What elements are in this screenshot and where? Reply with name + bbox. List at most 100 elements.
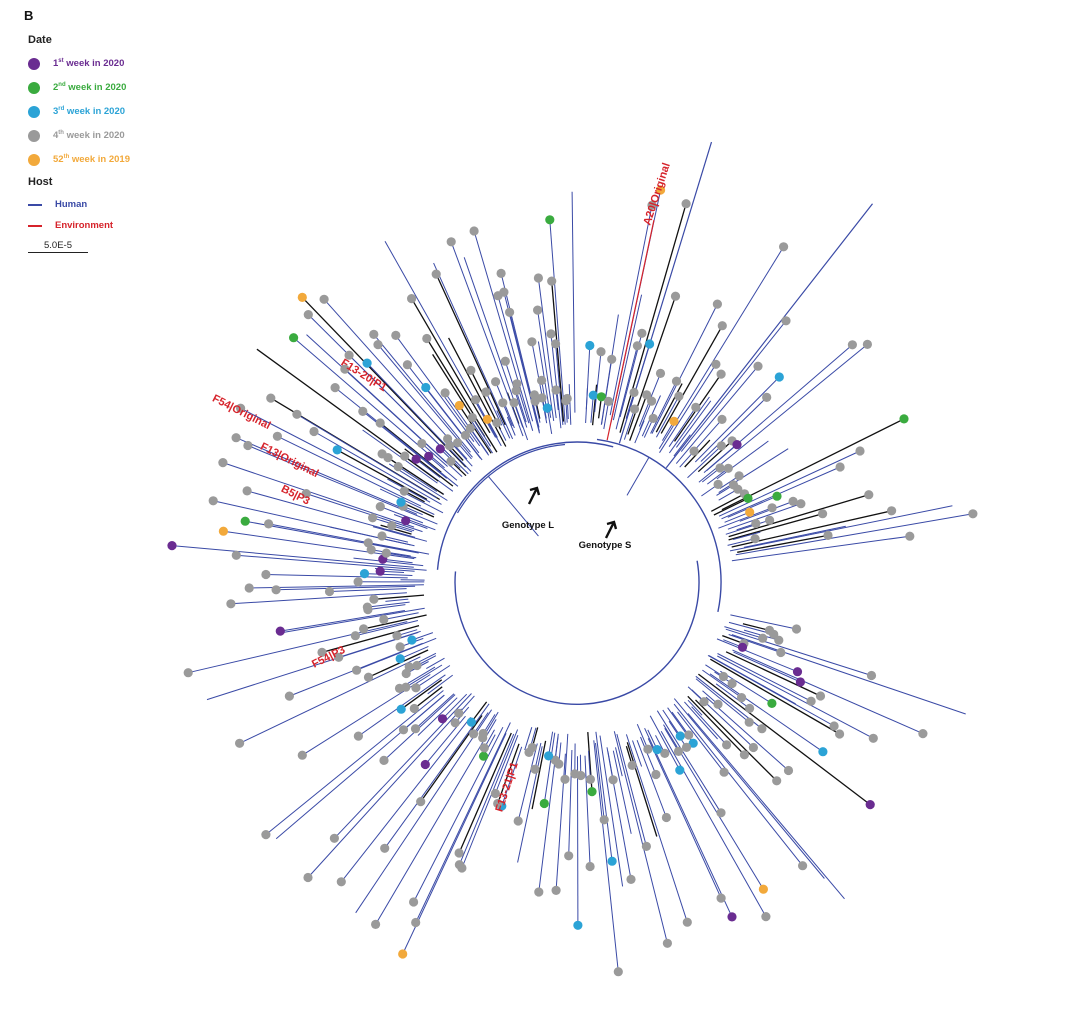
tree-tip	[684, 730, 694, 740]
tree-tip	[453, 438, 463, 448]
tree-branch	[606, 747, 632, 880]
tree-branch	[381, 453, 444, 495]
tree-branch	[732, 531, 761, 540]
root-connector	[487, 475, 539, 537]
tree-branch	[235, 437, 418, 515]
tree-branch	[568, 749, 573, 856]
tree-branch	[729, 505, 953, 552]
arrow-icon	[604, 520, 618, 539]
tree-tip	[626, 874, 636, 885]
tree-tip	[435, 444, 445, 454]
tree-tip	[530, 764, 540, 774]
tree-branch	[301, 296, 467, 468]
tree-branch	[276, 585, 416, 591]
tree-tip	[380, 843, 390, 853]
tree-tip	[469, 226, 479, 236]
legend-line-icon	[28, 224, 42, 227]
tree-tip	[240, 516, 250, 526]
tree-branch	[334, 693, 472, 839]
tree-tip	[599, 815, 609, 825]
tree-tip	[271, 585, 281, 595]
tree-branch	[718, 507, 773, 529]
tree-tip	[395, 654, 405, 664]
tree-tip	[570, 769, 580, 779]
tree-tip	[642, 390, 652, 400]
tree-tip	[739, 750, 750, 760]
tree-tip	[765, 515, 775, 525]
tree-branch	[240, 407, 444, 514]
tree-tip	[818, 747, 828, 757]
tree-tip	[471, 395, 481, 405]
tree-tip	[218, 458, 228, 468]
tree-tip	[716, 369, 726, 379]
tree-branch	[733, 651, 801, 683]
tree-branch	[715, 683, 750, 709]
tree-tip	[661, 812, 672, 823]
tree-branch	[393, 514, 436, 531]
tree-branch	[380, 506, 424, 524]
tree-branch	[236, 554, 427, 571]
tree-tip	[431, 269, 441, 279]
tree-tip	[862, 339, 873, 349]
tree-tip	[781, 316, 791, 326]
tree-branch	[632, 740, 643, 767]
tree-tip	[607, 856, 617, 866]
tree-branch	[668, 396, 710, 454]
tree-branch	[442, 693, 468, 720]
tree-tip	[391, 330, 401, 340]
tree-branch	[728, 494, 869, 538]
tree-branch	[687, 699, 703, 716]
tree-tip	[412, 660, 422, 671]
tree-tip	[835, 462, 845, 472]
tree-tip	[377, 531, 387, 541]
tree-tip	[629, 404, 640, 414]
tree-tip	[761, 912, 771, 922]
tree-branch	[720, 670, 773, 704]
tree-tip	[675, 765, 685, 775]
tree-tip	[407, 635, 417, 645]
tree-branch	[626, 742, 658, 837]
tree-tip	[243, 440, 253, 451]
tree-branch	[702, 669, 742, 699]
tree-branch	[728, 513, 823, 541]
tree-tip	[534, 887, 544, 897]
tree-branch	[571, 191, 576, 413]
tree-branch	[639, 400, 653, 430]
tree-tip	[392, 631, 402, 641]
tree-tip	[371, 919, 381, 930]
tree-branch	[660, 325, 723, 434]
tree-tip	[758, 884, 769, 894]
tree-branch	[355, 709, 493, 914]
sample-label: A20|Original	[641, 161, 672, 226]
tree-tip	[443, 434, 453, 444]
tree-tip	[377, 449, 387, 459]
tree-tip	[550, 755, 560, 765]
tree-branch	[655, 383, 683, 433]
tree-branch	[698, 344, 868, 483]
tree-branch	[380, 524, 412, 535]
tree-tip	[779, 242, 789, 252]
tree-tip	[513, 816, 523, 826]
tree-tip	[330, 383, 340, 393]
tree-tip	[772, 776, 782, 786]
tree-branch	[375, 719, 497, 925]
tree-tip	[444, 441, 455, 451]
tree-branch	[717, 655, 874, 739]
tree-branch	[517, 743, 538, 822]
tree-tip	[440, 388, 450, 398]
tree-branch	[386, 552, 417, 559]
tree-tip	[715, 463, 725, 473]
legend-host-label: Human	[55, 199, 88, 210]
tree-tip	[669, 416, 679, 426]
legend-host-item: Human	[28, 194, 130, 215]
tree-branch	[497, 295, 534, 422]
tree-branch	[615, 345, 638, 430]
tree-tip	[393, 462, 403, 472]
tree-tip	[674, 391, 684, 401]
tree-tip	[352, 665, 362, 675]
tree-branch	[713, 497, 749, 516]
tree-tip	[662, 938, 673, 948]
tree-branch	[275, 694, 445, 840]
tree-branch	[433, 262, 514, 440]
